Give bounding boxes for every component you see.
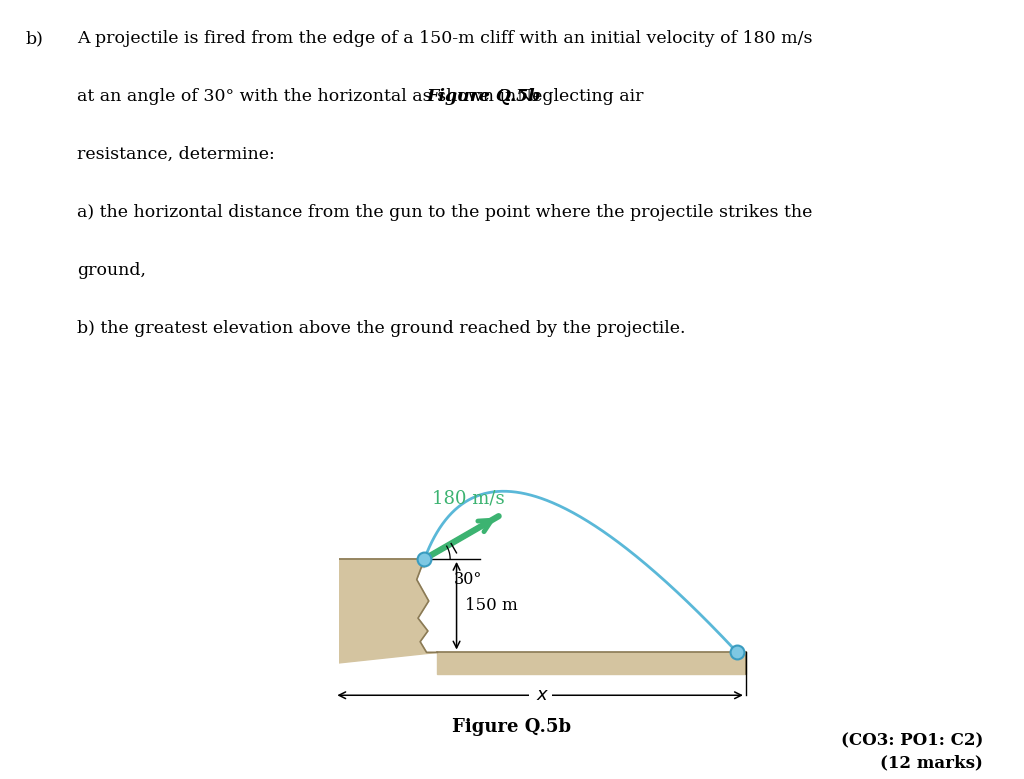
- Text: resistance, determine:: resistance, determine:: [77, 146, 274, 163]
- Text: 30°: 30°: [454, 571, 482, 588]
- Text: b): b): [26, 30, 43, 47]
- Text: 180 m/s: 180 m/s: [432, 489, 504, 508]
- Polygon shape: [317, 559, 437, 665]
- Text: $x$: $x$: [530, 686, 549, 704]
- Text: 150 m: 150 m: [465, 597, 518, 614]
- Text: a) the horizontal distance from the gun to the point where the projectile strike: a) the horizontal distance from the gun …: [77, 204, 812, 220]
- Text: b) the greatest elevation above the ground reached by the projectile.: b) the greatest elevation above the grou…: [77, 319, 685, 337]
- Polygon shape: [317, 559, 424, 567]
- Text: A projectile is fired from the edge of a 150-m cliff with an initial velocity of: A projectile is fired from the edge of a…: [77, 30, 812, 47]
- Text: Figure Q.5b: Figure Q.5b: [453, 718, 571, 736]
- Polygon shape: [317, 567, 335, 665]
- Text: . Neglecting air: . Neglecting air: [506, 88, 643, 105]
- Text: ground,: ground,: [77, 262, 145, 279]
- Text: (12 marks): (12 marks): [881, 754, 983, 771]
- Text: Figure Q.5b: Figure Q.5b: [427, 88, 541, 105]
- Text: (CO3: PO1: C2): (CO3: PO1: C2): [841, 732, 983, 749]
- Polygon shape: [437, 653, 745, 674]
- Text: at an angle of 30° with the horizontal as shown in: at an angle of 30° with the horizontal a…: [77, 88, 521, 105]
